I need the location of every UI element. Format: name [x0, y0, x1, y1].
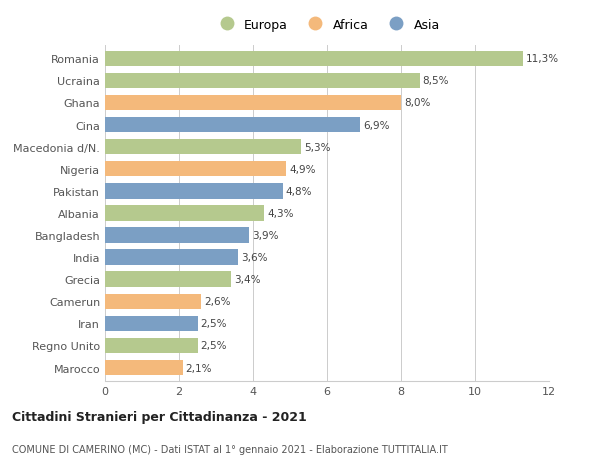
- Bar: [105, 206, 264, 221]
- Text: 8,0%: 8,0%: [404, 98, 430, 108]
- Bar: [105, 338, 197, 353]
- Text: 3,4%: 3,4%: [234, 274, 260, 285]
- Text: 2,5%: 2,5%: [200, 319, 227, 329]
- Text: 8,5%: 8,5%: [422, 76, 449, 86]
- Bar: [105, 316, 197, 331]
- Bar: [105, 140, 301, 155]
- Text: 2,6%: 2,6%: [204, 297, 230, 307]
- Bar: [105, 360, 182, 375]
- Bar: [105, 95, 401, 111]
- Text: 3,9%: 3,9%: [252, 230, 279, 241]
- Bar: [105, 184, 283, 199]
- Bar: [105, 162, 286, 177]
- Text: 11,3%: 11,3%: [526, 54, 559, 64]
- Text: 4,3%: 4,3%: [267, 208, 293, 218]
- Text: 3,6%: 3,6%: [241, 252, 268, 263]
- Text: COMUNE DI CAMERINO (MC) - Dati ISTAT al 1° gennaio 2021 - Elaborazione TUTTITALI: COMUNE DI CAMERINO (MC) - Dati ISTAT al …: [12, 444, 448, 454]
- Text: 2,5%: 2,5%: [200, 341, 227, 351]
- Bar: [105, 73, 419, 89]
- Bar: [105, 250, 238, 265]
- Text: 4,8%: 4,8%: [286, 186, 312, 196]
- Text: 4,9%: 4,9%: [289, 164, 316, 174]
- Bar: [105, 51, 523, 67]
- Text: Cittadini Stranieri per Cittadinanza - 2021: Cittadini Stranieri per Cittadinanza - 2…: [12, 410, 307, 423]
- Text: 6,9%: 6,9%: [363, 120, 390, 130]
- Text: 5,3%: 5,3%: [304, 142, 331, 152]
- Text: 2,1%: 2,1%: [185, 363, 212, 373]
- Bar: [105, 118, 360, 133]
- Legend: Europa, Africa, Asia: Europa, Africa, Asia: [209, 14, 445, 37]
- Bar: [105, 294, 201, 309]
- Bar: [105, 272, 231, 287]
- Bar: [105, 228, 250, 243]
